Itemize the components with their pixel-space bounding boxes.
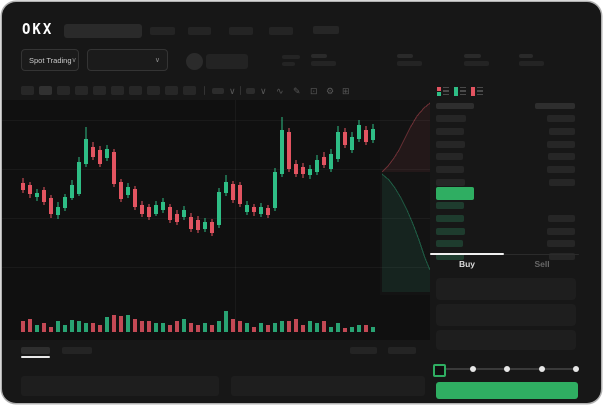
interval-button-active[interactable]: [39, 86, 52, 95]
order-amount-field[interactable]: [436, 304, 576, 326]
orderbook-row-amount[interactable]: [549, 127, 575, 135]
interval-button[interactable]: [129, 86, 142, 95]
chevron-down-icon[interactable]: ∨: [229, 86, 236, 96]
price-placeholder: [282, 55, 300, 59]
search-input[interactable]: [64, 24, 142, 38]
draw-pencil-icon[interactable]: ✎: [293, 86, 301, 96]
nav-item-placeholder[interactable]: [188, 27, 211, 35]
interval-button[interactable]: [57, 86, 70, 95]
okx-logo[interactable]: OKX: [22, 21, 54, 39]
camera-snapshot-icon[interactable]: ⊡: [310, 86, 318, 96]
pair-name-placeholder: [206, 54, 248, 69]
nav-item-placeholder[interactable]: [229, 27, 253, 35]
stat-value-placeholder: [519, 61, 544, 66]
orderbook-row-amount[interactable]: [549, 253, 575, 260]
last-price-badge[interactable]: [436, 187, 474, 200]
order-entry-box[interactable]: [21, 376, 219, 396]
price-sub-placeholder: [282, 62, 295, 66]
expand-fullscreen-icon[interactable]: ⊞: [342, 86, 350, 96]
footer-action-placeholder[interactable]: [388, 347, 416, 354]
buy-submit-button[interactable]: [436, 382, 578, 399]
candlestick-chart[interactable]: [2, 100, 430, 340]
interval-button[interactable]: [21, 86, 34, 95]
nav-item-placeholder[interactable]: [269, 27, 293, 35]
orderbook-header-price: [436, 103, 474, 109]
orderbook-view-bids-icon[interactable]: [454, 85, 468, 97]
interval-button[interactable]: [165, 86, 178, 95]
orderbook-view-combined-icon[interactable]: [437, 85, 451, 97]
orderbook-row-amount[interactable]: [549, 179, 575, 186]
slider-stop[interactable]: [504, 366, 510, 372]
orderbook-view-asks-icon[interactable]: [471, 85, 485, 97]
order-total-field[interactable]: [436, 330, 576, 350]
order-entry-box[interactable]: [231, 376, 425, 396]
chevron-down-icon: ∨: [71, 56, 77, 64]
footer-tab-underline: [21, 356, 50, 358]
footer-tab[interactable]: [62, 347, 92, 354]
orderbook-row-amount[interactable]: [547, 227, 575, 235]
orderbook-row-amount[interactable]: [547, 240, 575, 248]
stat-value-placeholder: [464, 61, 489, 66]
interval-button[interactable]: [111, 86, 124, 95]
interval-button[interactable]: [147, 86, 160, 95]
orderbook-row-amount[interactable]: [548, 153, 575, 161]
orderbook-row-price[interactable]: [436, 214, 464, 222]
indicator-wave-icon[interactable]: ∿: [276, 86, 284, 96]
orderbook-row-price[interactable]: [436, 227, 465, 235]
stat-label-placeholder: [464, 54, 481, 58]
stat-label-placeholder: [397, 54, 413, 58]
orderbook-header-amount: [535, 103, 575, 109]
orderbook-row-price[interactable]: [436, 179, 465, 186]
interval-button[interactable]: [183, 86, 196, 95]
orderbook-row-price[interactable]: [436, 115, 466, 122]
footer-action-placeholder[interactable]: [350, 347, 377, 354]
orderbook-row-amount[interactable]: [547, 140, 575, 148]
toolbar-divider: [204, 86, 205, 95]
stat-label-placeholder: [311, 54, 327, 58]
orderbook-row-price[interactable]: [436, 166, 464, 174]
stat-value-placeholder: [397, 61, 422, 66]
order-price-field[interactable]: [436, 278, 576, 300]
slider-stop[interactable]: [469, 366, 476, 372]
coin-avatar: [186, 53, 203, 70]
orderbook-row-price[interactable]: [436, 153, 463, 161]
interval-button[interactable]: [75, 86, 88, 95]
chevron-down-icon: ∨: [154, 56, 160, 64]
orderbook-row-price[interactable]: [436, 127, 464, 135]
tab-sell[interactable]: Sell: [534, 259, 550, 269]
slider-stop[interactable]: [573, 366, 579, 372]
settings-gear-icon[interactable]: ⚙: [326, 86, 335, 96]
orderbook-row-price[interactable]: [436, 202, 464, 209]
orderbook-row-amount[interactable]: [547, 166, 575, 174]
interval-more-placeholder[interactable]: [212, 88, 224, 94]
chevron-down-icon[interactable]: ∨: [260, 86, 267, 96]
nav-item-placeholder[interactable]: [150, 27, 175, 35]
toolbar-divider: [240, 86, 241, 95]
stat-value-placeholder: [311, 61, 336, 66]
orderbook-row-amount[interactable]: [548, 214, 575, 222]
orderbook-row-amount[interactable]: [547, 115, 575, 122]
orderbook-row-price[interactable]: [436, 240, 463, 248]
market-type-label: Spot Trading: [29, 55, 72, 65]
tab-buy[interactable]: Buy: [458, 259, 476, 269]
orderbook-row-price[interactable]: [436, 253, 464, 260]
slider-stop[interactable]: [538, 366, 545, 372]
market-type-dropdown[interactable]: Spot Trading ∨: [21, 49, 79, 71]
footer-tab-active[interactable]: [21, 347, 50, 354]
slider-handle[interactable]: [433, 364, 446, 377]
interval-button[interactable]: [93, 86, 106, 95]
stat-label-placeholder: [519, 54, 533, 58]
orderbook-row-price[interactable]: [436, 140, 465, 148]
chart-type-placeholder[interactable]: [246, 88, 255, 94]
header-action-placeholder[interactable]: [313, 26, 339, 34]
pair-dropdown[interactable]: ∨: [87, 49, 168, 71]
